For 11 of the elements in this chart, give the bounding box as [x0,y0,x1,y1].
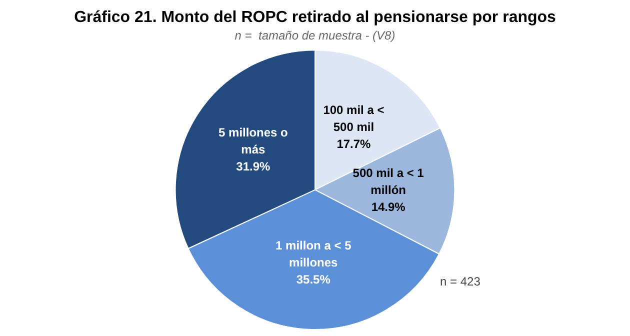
chart-subtitle: n = tamaño de muestra - (V8) [234,28,396,43]
data-label: 14.9% [371,200,406,214]
text: n = 423 [440,274,481,288]
data-label: 31.9% [236,160,271,174]
data-label: 17.7% [336,136,372,151]
chart-title: Gráfico 21. Monto del ROPC retirado al pensionarse por rangos [74,9,556,26]
slice-label: 100 mil a < 500 mil [323,102,384,134]
slice-label: 500 mil a < 1 millón [352,166,424,197]
slice-label: 1 millon a < 5 millones [276,238,352,270]
slice-label: 5 millones o más [218,126,288,157]
data-label: 35.5% [296,272,331,286]
